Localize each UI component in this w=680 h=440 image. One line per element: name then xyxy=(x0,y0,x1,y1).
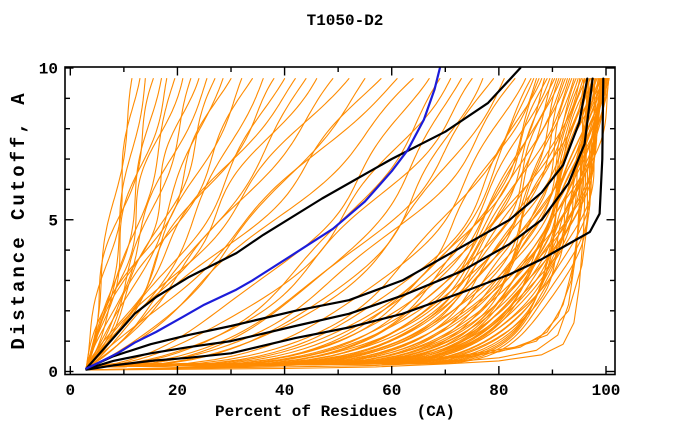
plot-frame xyxy=(64,66,616,376)
axes-layer: 0 20 40 60 80 100 0 5 10 xyxy=(39,61,621,401)
best-model-4 xyxy=(85,77,605,371)
model-curve xyxy=(85,78,243,368)
model-curve xyxy=(85,78,573,368)
model-curve xyxy=(85,78,568,368)
model-curve xyxy=(85,78,598,368)
model-curve xyxy=(85,78,184,368)
model-curve xyxy=(85,78,610,368)
model-curve xyxy=(85,78,535,368)
model-curve xyxy=(85,78,398,368)
x-tick-label: 40 xyxy=(275,382,294,400)
model-curve xyxy=(85,78,540,368)
model-curve xyxy=(85,78,594,368)
x-axis-label: Percent of Residues (CA) xyxy=(215,403,455,421)
outlier-model-curve xyxy=(85,79,596,371)
curves-layer xyxy=(85,67,610,371)
model-curve xyxy=(85,78,216,368)
model-curve xyxy=(85,78,560,368)
model-curve xyxy=(85,78,350,368)
model-curve xyxy=(85,78,516,368)
model-curve xyxy=(85,78,571,368)
model-curve xyxy=(85,78,473,368)
x-tick-label: 0 xyxy=(65,382,75,400)
model-curve xyxy=(85,78,505,368)
model-curve xyxy=(85,78,537,368)
model-curve xyxy=(85,78,232,368)
model-curve xyxy=(85,78,575,368)
outlier-model-curve xyxy=(85,79,588,371)
model-curve xyxy=(85,78,587,368)
best-model-1 xyxy=(85,67,522,370)
y-axis-label: Distance Cutoff, A xyxy=(8,90,30,349)
model-curve xyxy=(85,78,601,368)
model-curve xyxy=(85,78,154,368)
chart-title: T1050-D2 xyxy=(307,12,384,30)
x-tick-label: 100 xyxy=(592,382,621,400)
model-curve xyxy=(85,78,176,368)
y-tick-label: 10 xyxy=(39,61,58,79)
model-curve xyxy=(85,78,586,368)
model-curve xyxy=(85,78,200,368)
model-curve xyxy=(85,78,141,368)
model-curve xyxy=(85,78,609,368)
model-curve xyxy=(85,78,296,368)
model-curve xyxy=(85,78,286,368)
x-tick-label: 20 xyxy=(168,382,187,400)
model-curve xyxy=(85,78,414,368)
model-curve xyxy=(85,78,430,368)
model-curve xyxy=(85,78,599,368)
model-curve xyxy=(85,78,334,368)
model-curve xyxy=(85,78,581,368)
reference-model xyxy=(85,67,441,370)
model-curve xyxy=(85,78,366,368)
model-curve xyxy=(85,78,604,368)
best-model-2 xyxy=(85,77,589,370)
model-curve xyxy=(85,78,168,368)
outlier-model-curve xyxy=(85,79,588,371)
model-curve xyxy=(85,78,551,368)
model-curve xyxy=(85,78,610,368)
model-curve xyxy=(85,78,532,368)
x-tick-label: 60 xyxy=(382,382,401,400)
y-tick-label: 0 xyxy=(48,364,58,382)
model-curve xyxy=(85,78,582,368)
model-curve xyxy=(85,78,607,368)
model-curve xyxy=(85,78,162,368)
model-curve xyxy=(85,78,595,368)
model-curve xyxy=(85,78,208,368)
model-curve xyxy=(85,78,192,368)
model-curve xyxy=(85,78,556,368)
model-curve xyxy=(85,78,603,368)
best-model-3 xyxy=(85,77,594,371)
model-curve xyxy=(85,78,543,368)
model-curve xyxy=(85,78,610,368)
y-tick-label: 5 xyxy=(48,212,58,230)
outlier-model-curve xyxy=(85,79,590,371)
x-tick-label: 80 xyxy=(489,382,508,400)
model-curve xyxy=(85,78,264,368)
model-curve xyxy=(85,78,382,368)
